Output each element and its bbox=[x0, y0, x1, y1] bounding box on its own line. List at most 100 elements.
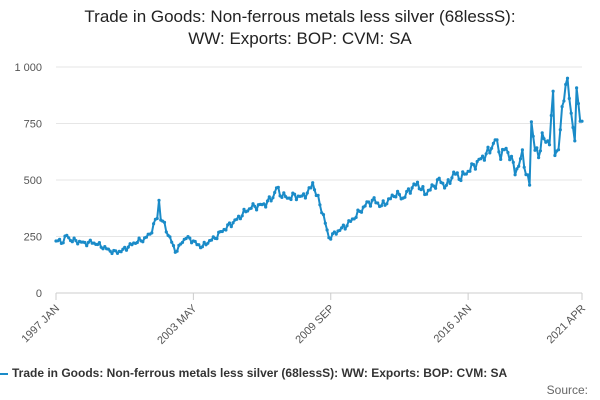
data-point bbox=[443, 186, 447, 190]
data-point bbox=[569, 111, 573, 115]
y-tick-label: 0 bbox=[36, 288, 42, 300]
data-point bbox=[388, 197, 392, 201]
data-point bbox=[302, 192, 306, 196]
data-point bbox=[345, 224, 349, 228]
data-point bbox=[262, 202, 266, 206]
legend-swatch bbox=[0, 373, 8, 375]
data-point bbox=[520, 148, 525, 152]
data-point bbox=[481, 154, 485, 158]
data-point bbox=[97, 241, 101, 245]
data-point bbox=[215, 237, 219, 241]
data-point bbox=[408, 191, 412, 195]
data-point bbox=[343, 227, 347, 231]
data-point bbox=[546, 139, 550, 143]
data-point bbox=[227, 221, 232, 225]
data-point bbox=[76, 242, 80, 246]
data-point bbox=[338, 228, 342, 232]
data-point bbox=[103, 245, 107, 249]
legend-label: Trade in Goods: Non-ferrous metals less … bbox=[12, 366, 508, 380]
data-point bbox=[475, 159, 479, 164]
data-point bbox=[309, 186, 313, 190]
data-point bbox=[531, 134, 535, 138]
data-point bbox=[473, 167, 477, 171]
data-point bbox=[349, 219, 353, 223]
data-point bbox=[573, 139, 577, 143]
data-point bbox=[255, 208, 259, 212]
data-point bbox=[197, 243, 201, 247]
data-point bbox=[303, 196, 307, 200]
data-point bbox=[556, 148, 561, 152]
data-point bbox=[484, 152, 488, 156]
data-point bbox=[340, 226, 344, 230]
data-point bbox=[495, 138, 499, 142]
data-point bbox=[540, 131, 544, 135]
data-point bbox=[267, 195, 271, 199]
data-point bbox=[114, 249, 118, 253]
data-point bbox=[560, 105, 564, 109]
data-point bbox=[316, 193, 320, 197]
data-point bbox=[311, 181, 315, 185]
data-point bbox=[542, 137, 546, 141]
data-point bbox=[491, 141, 495, 145]
data-point bbox=[553, 153, 557, 158]
data-point bbox=[175, 249, 179, 253]
data-point bbox=[157, 198, 161, 202]
data-point bbox=[126, 245, 130, 249]
data-point bbox=[332, 230, 336, 234]
data-point bbox=[318, 203, 322, 207]
data-point bbox=[264, 205, 268, 209]
data-point bbox=[341, 223, 345, 227]
data-point bbox=[249, 206, 253, 210]
data-point bbox=[509, 154, 514, 158]
data-point bbox=[468, 169, 472, 173]
data-point bbox=[289, 197, 293, 202]
data-point bbox=[293, 192, 297, 196]
data-point bbox=[329, 237, 333, 241]
data-point bbox=[450, 176, 454, 180]
data-point bbox=[110, 251, 114, 256]
data-point bbox=[359, 210, 364, 214]
data-point bbox=[455, 171, 459, 175]
series-line bbox=[55, 77, 582, 255]
data-point bbox=[415, 180, 420, 184]
data-point bbox=[108, 249, 112, 253]
data-point bbox=[537, 156, 541, 160]
data-point bbox=[209, 238, 214, 242]
legend[interactable]: Trade in Goods: Non-ferrous metals less … bbox=[0, 366, 600, 384]
data-point bbox=[499, 157, 503, 161]
data-point bbox=[155, 216, 159, 221]
data-point bbox=[312, 188, 317, 192]
data-point bbox=[504, 146, 508, 150]
data-point bbox=[575, 86, 579, 90]
data-point bbox=[535, 146, 539, 150]
data-point bbox=[446, 178, 450, 182]
data-point bbox=[479, 157, 483, 161]
data-point bbox=[237, 214, 241, 218]
data-point bbox=[565, 76, 570, 80]
data-point bbox=[273, 190, 277, 195]
data-point bbox=[119, 250, 123, 254]
data-point bbox=[381, 199, 385, 203]
data-point bbox=[576, 102, 581, 106]
data-point bbox=[506, 150, 510, 155]
data-point bbox=[444, 183, 448, 187]
data-point bbox=[513, 173, 517, 177]
data-point bbox=[562, 99, 566, 103]
data-point bbox=[490, 146, 494, 150]
x-tick-label: 1997 JAN bbox=[19, 303, 62, 346]
data-point bbox=[269, 199, 273, 203]
data-point bbox=[202, 240, 206, 244]
data-point bbox=[396, 189, 400, 193]
data-point bbox=[265, 199, 270, 203]
data-point bbox=[441, 181, 445, 185]
data-point bbox=[522, 165, 526, 169]
data-point bbox=[144, 235, 148, 239]
data-point bbox=[410, 186, 414, 190]
data-point bbox=[459, 178, 463, 183]
data-point bbox=[323, 221, 327, 225]
data-point bbox=[334, 232, 338, 236]
data-point bbox=[452, 170, 456, 174]
data-point bbox=[300, 194, 304, 198]
data-point bbox=[321, 213, 326, 217]
data-point bbox=[325, 228, 329, 232]
